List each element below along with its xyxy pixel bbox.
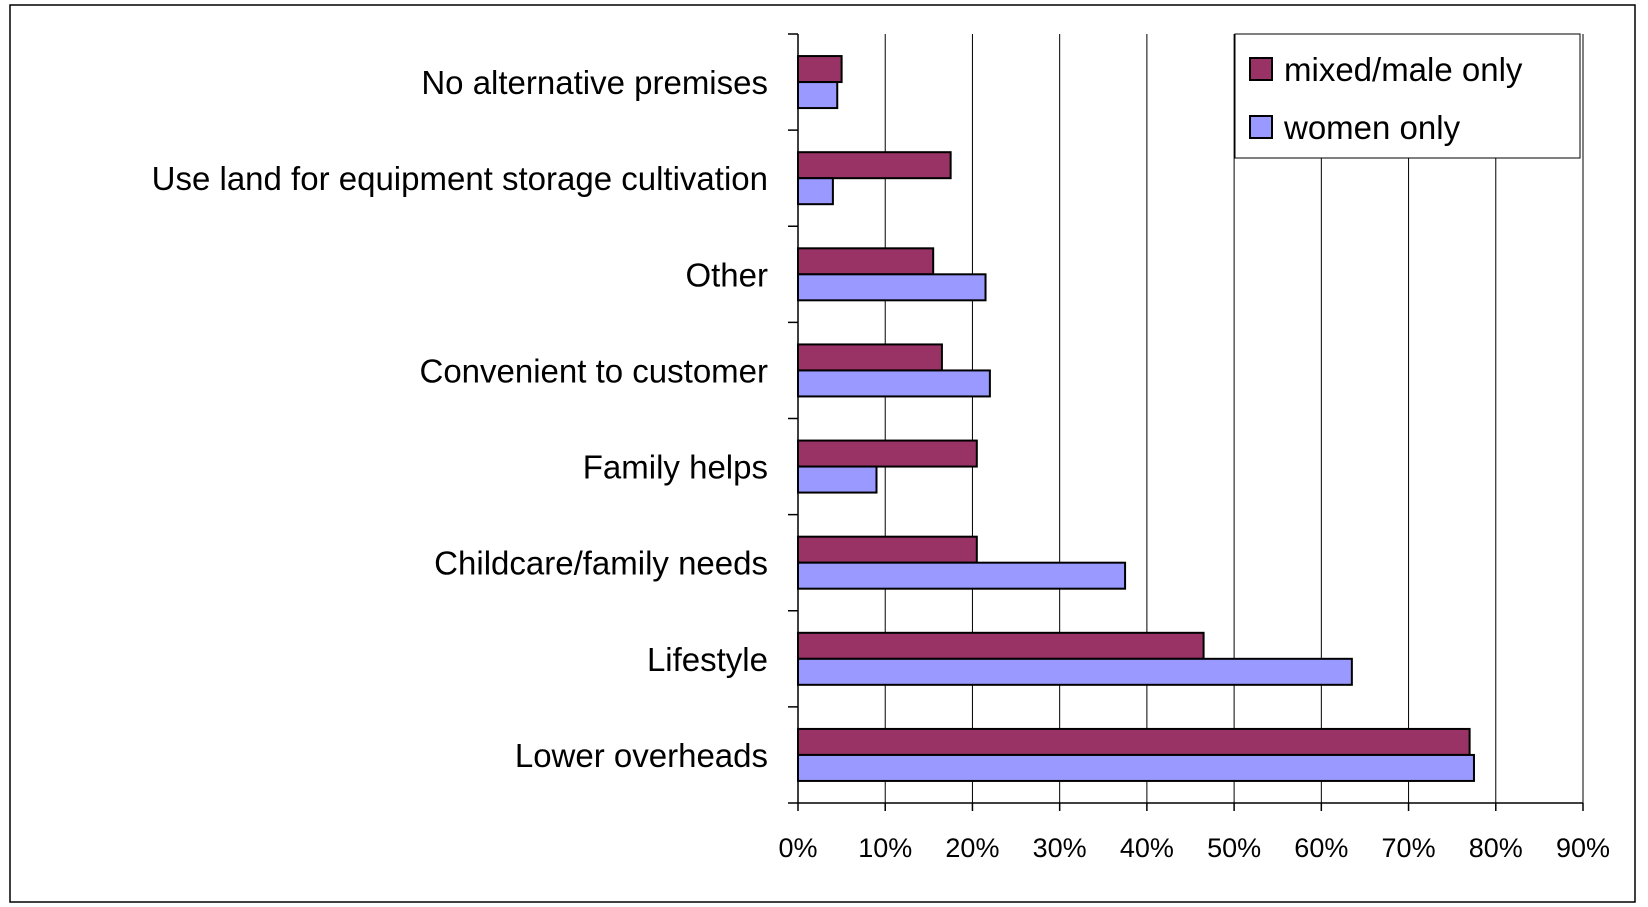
legend-box [1234,33,1581,159]
bar [797,81,839,110]
bar [797,535,978,564]
axes [788,33,1584,811]
bar [797,439,978,468]
category-label: No alternative premises [421,64,768,101]
category-label: Lifestyle [647,641,768,678]
bar [797,151,952,180]
bar [797,631,1205,660]
legend: mixed/male only women only [1234,33,1581,159]
legend-swatch [1249,57,1273,81]
x-tick-label: 80% [1469,833,1523,863]
category-label: Lower overheads [515,737,768,774]
bar [797,273,987,302]
bar [797,561,1127,590]
x-tick-label: 30% [1033,833,1087,863]
legend-label: women only [1283,109,1461,146]
x-tick-label: 90% [1556,833,1610,863]
category-labels: No alternative premises Use land for equi… [152,64,768,774]
x-tick-label: 70% [1382,833,1436,863]
x-tick-label: 50% [1207,833,1261,863]
legend-swatch [1249,115,1273,139]
bar [797,727,1471,756]
x-tick-labels: 0% 10% 20% 30% 40% 50% 60% 70% 80% 90% [778,833,1610,863]
category-label: Other [685,256,768,293]
category-label: Convenient to customer [419,352,768,389]
legend-label: mixed/male only [1284,51,1523,88]
bars [797,55,1475,782]
bar [797,247,935,276]
bar [797,343,943,372]
bar [797,753,1475,782]
x-tick-label: 20% [945,833,999,863]
category-label: Childcare/family needs [434,545,768,582]
category-label: Family helps [583,449,768,486]
x-tick-label: 40% [1120,833,1174,863]
category-label: Use land for equipment storage cultivati… [152,160,768,197]
x-tick-label: 60% [1294,833,1348,863]
bar [797,657,1353,686]
x-tick-label: 0% [778,833,817,863]
bar [797,55,843,84]
bar [797,369,991,398]
x-tick-label: 10% [858,833,912,863]
bar [797,465,878,494]
bar [797,177,834,206]
